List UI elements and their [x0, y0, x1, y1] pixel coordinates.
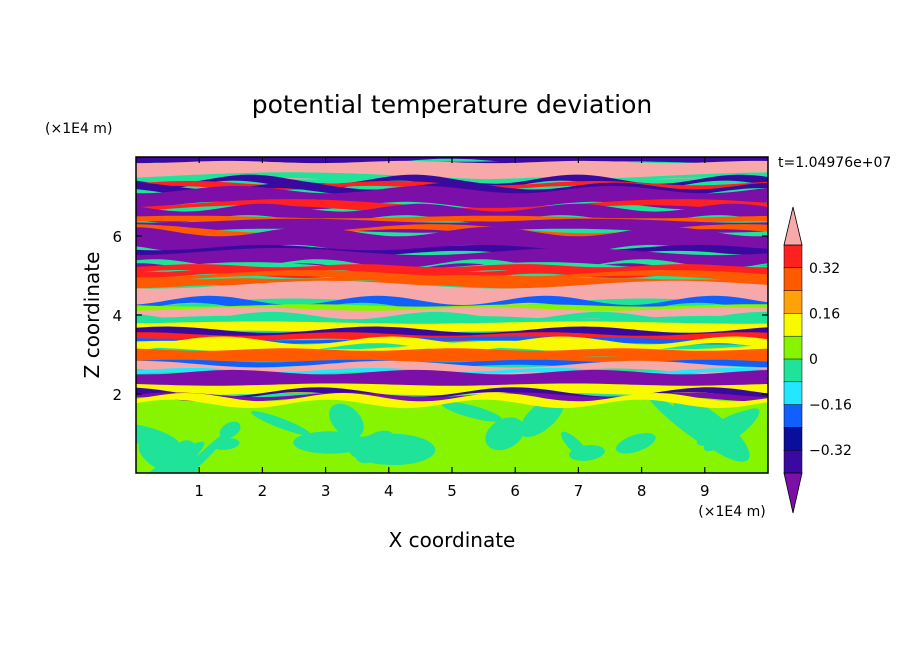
colorbar-tick-label: 0.16 [809, 306, 840, 322]
colorbar-tick-label: −0.16 [809, 398, 852, 414]
x-tick-label: 1 [194, 482, 204, 500]
contour-band [136, 360, 768, 376]
colorbar-swatch [783, 427, 803, 451]
y-tick-label: 2 [112, 386, 122, 404]
colorbar-swatch [783, 267, 803, 292]
lower-layer-cell [441, 401, 503, 422]
colorbar-swatch [783, 358, 803, 383]
colorbar-extend-max [783, 206, 803, 246]
lower-layer-cell [673, 397, 750, 462]
contour-band [136, 270, 768, 284]
x-tick-label: 6 [510, 482, 520, 500]
lower-layer-cell [569, 445, 605, 461]
contour-band [136, 199, 768, 215]
lower-layer-cell [138, 438, 199, 473]
y-axis: 2 4 6 [112, 228, 768, 404]
lower-layer-cell [347, 433, 436, 466]
lower-layer-cell [329, 403, 364, 438]
colorbar-swatch [783, 381, 803, 406]
colorbar-swatch [783, 244, 803, 269]
y-tick-label: 6 [112, 228, 122, 246]
colorbar-tick-label: −0.32 [809, 443, 852, 459]
colorbar: 0.32 0.16 0 −0.16 −0.32 [783, 206, 852, 514]
plot-area [136, 157, 768, 473]
x-tick-label: 8 [637, 482, 647, 500]
contour-band [136, 280, 768, 307]
x-tick-label: 7 [574, 482, 584, 500]
colorbar-tick-label: 0 [809, 352, 818, 368]
contour-band [136, 393, 768, 409]
lower-layer-cell [173, 440, 198, 467]
colorbar-swatch [783, 449, 803, 474]
y-unit-label: (×1E4 m) [45, 121, 112, 137]
lower-layer-cell [212, 438, 240, 450]
lower-layer-cell [703, 408, 760, 452]
colorbar-swatch [783, 404, 803, 429]
colorbar-tick-label: 0.32 [809, 261, 840, 277]
lower-layer-cell [219, 421, 241, 439]
x-tick-label: 2 [258, 482, 268, 500]
x-tick-label: 3 [321, 482, 331, 500]
colorbar-swatch [783, 335, 803, 360]
x-tick-label: 4 [384, 482, 394, 500]
y-tick-label: 4 [112, 307, 122, 325]
x-unit-label: (×1E4 m) [698, 504, 765, 520]
lower-layer-cell [136, 423, 181, 450]
contour-band [136, 172, 768, 185]
lower-layer-cell [615, 433, 656, 454]
colorbar-swatch [783, 290, 803, 315]
y-axis-title: Z coordinate [80, 252, 104, 379]
contour-band [136, 259, 768, 273]
lower-layer-cell [250, 411, 311, 436]
contour-band [136, 227, 768, 255]
x-axis-title: X coordinate [389, 528, 516, 552]
x-axis: 1 2 3 4 5 6 7 8 9 [194, 157, 710, 500]
contour-band [136, 182, 768, 196]
x-tick-label: 9 [700, 482, 710, 500]
time-label: t=1.04976e+07 [778, 155, 891, 171]
stratified-layer-field [136, 157, 768, 409]
lower-layer-field [136, 393, 768, 473]
contour-band [136, 311, 768, 326]
chart-title: potential temperature deviation [252, 90, 652, 119]
colorbar-swatch [783, 313, 803, 337]
x-tick-label: 5 [447, 482, 457, 500]
colorbar-extend-min [783, 472, 803, 514]
lower-layer-cell [485, 417, 525, 451]
